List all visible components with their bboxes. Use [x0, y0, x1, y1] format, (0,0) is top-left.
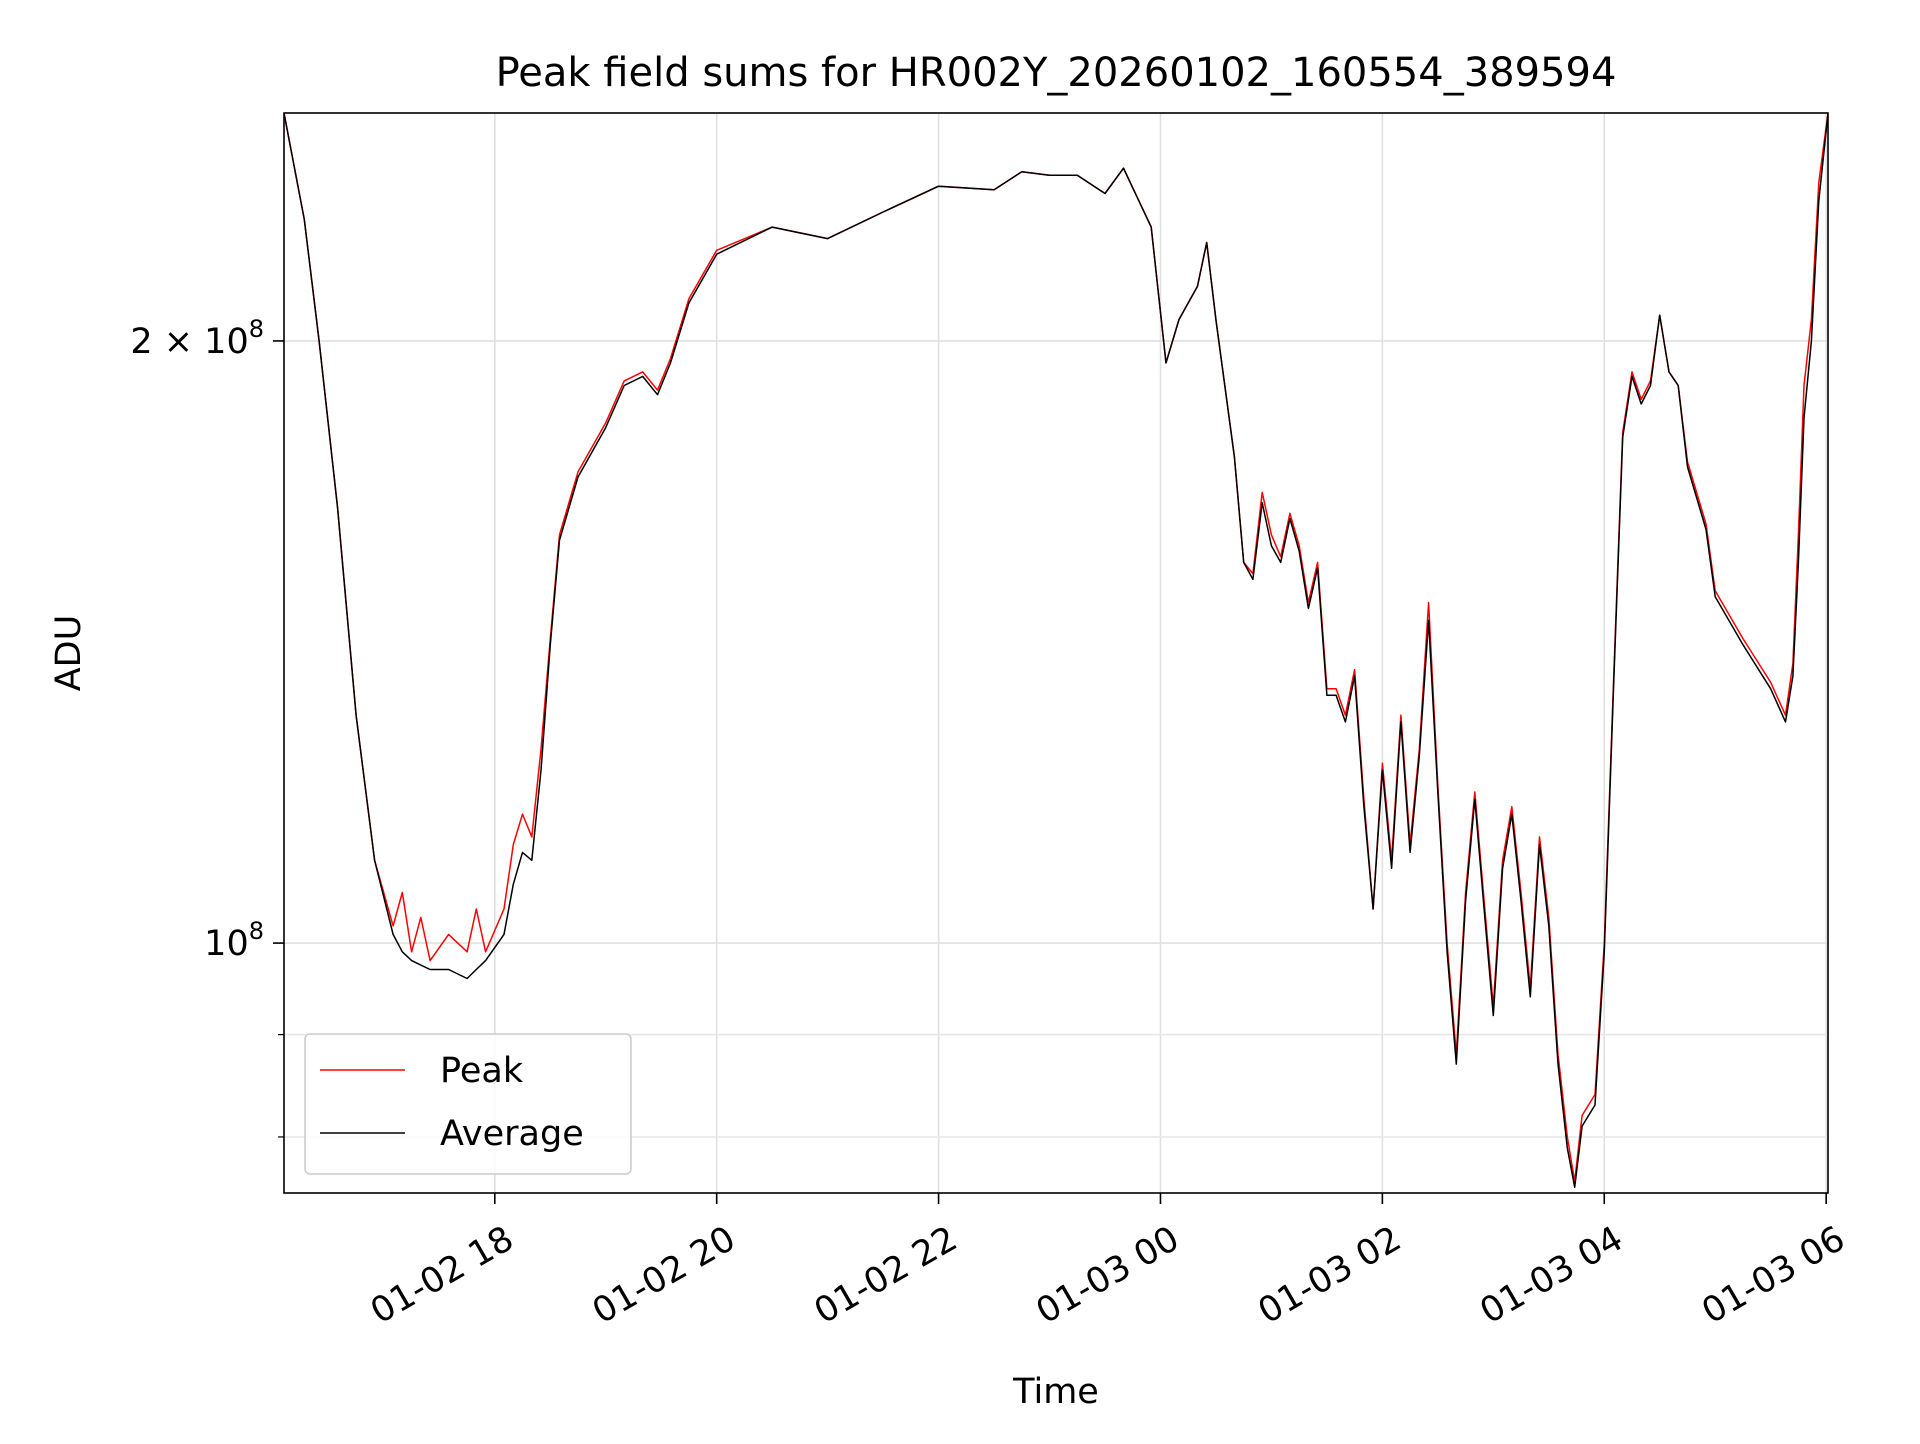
series-layer: [284, 113, 1828, 1188]
y-axis-label: ADU: [49, 615, 89, 692]
chart-title: Peak field sums for HR002Y_20260102_1605…: [496, 50, 1617, 96]
legend-label-average: Average: [440, 1114, 584, 1154]
legend-box: [304, 1033, 632, 1175]
legend: Peak Average: [304, 1033, 632, 1175]
x-axis-label: Time: [1012, 1372, 1099, 1412]
y-tick-label: 2 × 108: [130, 315, 264, 362]
grid-layer: [284, 113, 1828, 1193]
y-tick-label: 108: [204, 917, 264, 964]
series-line-average: [284, 113, 1828, 1188]
legend-label-peak: Peak: [440, 1051, 524, 1091]
axes-frame: [283, 112, 1829, 1194]
